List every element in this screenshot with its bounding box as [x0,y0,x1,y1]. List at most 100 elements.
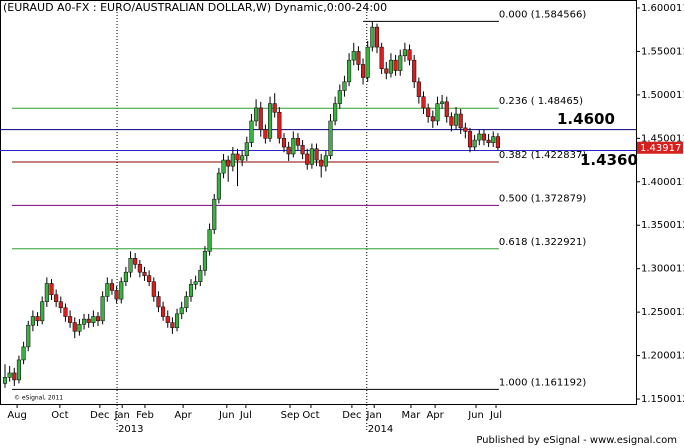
candle-body [174,313,180,329]
candle-body [495,136,500,149]
candle-body [49,283,54,296]
candle-body [398,55,403,71]
fib-label: 1.000 (1.161192) [499,377,586,388]
y-tick-label: 1.150012 [641,394,684,405]
candle-body [202,251,207,271]
y-tick-label: 1.350012 [641,220,684,231]
candle-body [119,281,124,300]
x-tick-label: Aug [7,410,27,421]
candle-body [212,198,217,230]
x-tick-label: Oct [51,410,68,421]
footer [0,433,684,448]
x-tick-label: Jun [467,410,484,421]
candle-body [277,112,282,139]
candle-body [258,107,263,130]
candle-body [384,68,389,74]
candle-body [21,346,26,361]
y-tick-label: 1.500011 [641,90,684,101]
candle-body [402,49,407,57]
candle-body [151,281,156,297]
candle-body [291,138,296,155]
candle-body [342,81,347,91]
candle-body [323,155,328,167]
candle-body [16,359,21,381]
candle-body [221,159,226,174]
candle-body [44,283,49,302]
y-tick-label: 1.300013 [641,264,684,275]
candle-body [393,59,398,71]
candle-body [458,113,463,129]
candle-body [109,283,114,291]
year-label: 2014 [368,424,393,435]
candle-body [337,90,342,104]
candle-body [58,301,63,309]
year-label: 2013 [118,424,143,435]
candle-body [91,316,96,323]
candle-body [426,107,431,117]
candle-body [170,322,175,329]
candle-body [286,146,291,155]
candle-body [379,46,384,70]
candle-body [216,172,221,200]
x-tick-label: Feb [136,410,154,421]
last-price-box [637,141,683,154]
candle-body [305,153,310,165]
candle-body [272,103,277,113]
candle-body [281,138,287,148]
y-tick-label: 1.600011 [641,3,684,14]
candle-body [165,316,170,323]
x-tick-label: Mar [402,410,422,421]
candle-body [128,258,133,273]
candle-body [68,316,73,323]
candle-body [388,59,393,74]
candle-body [184,296,189,309]
y-tick-label: 1.450011 [641,133,684,144]
x-tick-label: Jan [113,410,129,421]
candle-body [453,113,459,126]
candle-body [300,145,305,155]
candle-body [360,64,366,78]
x-tick-label: Oct [302,410,319,421]
candle-body [193,281,198,285]
fib-label: 0.236 ( 1.48465) [499,96,583,107]
x-tick-label: Dec [342,410,361,421]
candle-body [263,129,268,139]
candle-body [295,138,300,146]
candle-body [407,49,412,61]
candle-body [137,264,142,273]
y-tick-label: 1.250013 [641,307,684,318]
candle-body [463,127,468,132]
candle-body [347,59,352,83]
candle-body [26,324,31,348]
publisher: Published by eSignal - www.esignal.com [476,435,677,446]
x-tick-label: Dec [90,410,109,421]
candle-body [2,377,8,384]
candle-body [244,142,249,156]
candle-body [486,139,491,143]
candle-body [63,307,68,317]
candle-body [81,318,87,325]
x-tick-label: Jun [218,410,235,421]
candle-body [444,101,449,117]
candle-body [477,133,482,141]
candle-body [309,148,314,165]
candle-body [267,103,273,139]
candle-body [77,324,82,332]
candle-body [249,120,254,143]
candle-body [240,155,245,161]
candle-body [472,139,477,148]
fib-label: 0.382 (1.422837) [499,150,586,161]
candle-body [481,133,486,141]
candle-body [440,101,445,104]
candle-body [467,131,473,148]
candle-body [188,284,194,297]
candle-body [370,26,375,48]
chart-title: (EURAUD A0-FX : EURO/AUSTRALIAN DOLLAR,W… [3,1,387,14]
candle-body [328,120,333,156]
candle-body [40,301,45,322]
candle-body [421,96,426,109]
candle-body [7,372,12,378]
candle-body [147,275,152,282]
fib-label: 0.000 (1.584566) [499,9,586,20]
